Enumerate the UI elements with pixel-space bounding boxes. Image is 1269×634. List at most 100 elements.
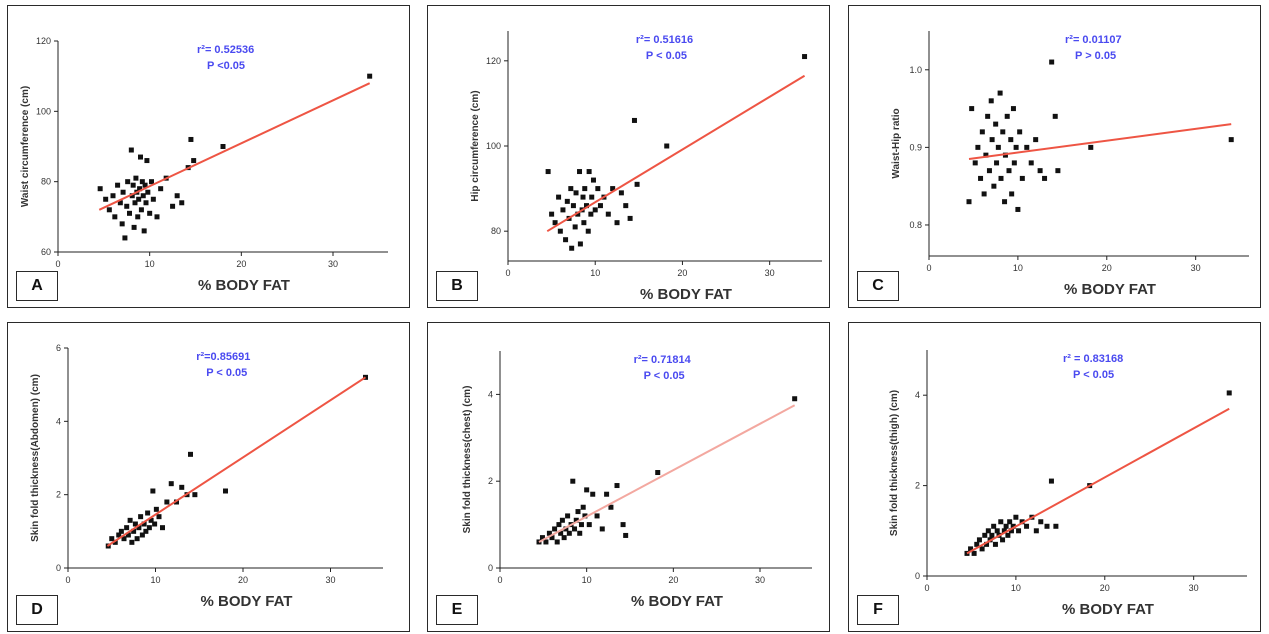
data-point	[556, 522, 562, 528]
scatter-plot-d: 0 10 20 30 0 2 4 6 Skin fold thickness(Abdomen) …	[30, 343, 383, 585]
panel-letter: E	[436, 595, 478, 625]
scatter-plot-c: 0 10 20 30 0.8 0.9 1.0 Waist-Hip ratio r²= 0.011…	[891, 31, 1249, 273]
data-point	[1017, 129, 1023, 135]
data-point	[972, 160, 978, 166]
data-point	[988, 98, 994, 104]
data-point	[145, 510, 151, 516]
data-point	[984, 541, 990, 547]
data-point	[136, 525, 142, 531]
panel-letter: D	[16, 595, 58, 625]
data-point	[586, 169, 592, 175]
data-point	[985, 528, 991, 534]
data-point	[1024, 523, 1030, 529]
data-point	[112, 214, 118, 220]
data-point	[563, 526, 569, 532]
data-point	[1010, 523, 1016, 529]
data-point	[561, 535, 567, 541]
data-point	[129, 193, 135, 199]
data-point	[982, 532, 988, 538]
data-point	[575, 211, 581, 217]
data-point	[563, 237, 569, 243]
scatter-plot-e: 0 10 20 30 0 2 4 Skin fold thickness(chest) (cm…	[462, 351, 812, 585]
y-tick-label: 6	[56, 343, 61, 353]
data-point	[1049, 59, 1055, 65]
panel-letter: F	[857, 595, 899, 625]
regression-line	[968, 123, 1232, 161]
data-point	[573, 190, 579, 196]
data-point	[564, 198, 570, 204]
y-axis-label: Skin fold thickness(thigh) (cm)	[889, 390, 900, 536]
data-point	[191, 158, 197, 164]
regression-line	[538, 404, 796, 543]
y-tick-label: 0	[915, 571, 920, 581]
data-point	[582, 186, 588, 192]
data-point	[634, 181, 640, 187]
data-point	[144, 158, 150, 164]
x-axis-label: % BODY FAT	[1064, 281, 1156, 298]
data-point	[991, 523, 997, 529]
data-point	[580, 504, 586, 510]
data-point	[1042, 175, 1048, 181]
data-point	[116, 532, 122, 538]
data-point	[969, 106, 975, 112]
data-point	[1006, 168, 1012, 174]
data-point	[592, 207, 598, 213]
r-squared-label: r²= 0.52536	[197, 44, 254, 56]
regression-line	[546, 74, 806, 233]
y-tick-label: 0	[56, 563, 61, 573]
data-point	[146, 525, 152, 531]
y-tick-label: 80	[41, 177, 51, 187]
data-point	[978, 175, 984, 181]
x-tick-label: 30	[1191, 263, 1201, 273]
p-value-label: P <0.05	[207, 60, 245, 72]
x-tick-label: 10	[145, 259, 155, 269]
data-point	[138, 207, 144, 213]
y-tick-label: 4	[915, 390, 920, 400]
data-point	[135, 214, 141, 220]
y-tick-label: 2	[915, 481, 920, 491]
data-point	[188, 136, 194, 142]
x-axis-label: % BODY FAT	[200, 593, 293, 610]
data-point	[998, 175, 1004, 181]
y-axis-label: Skin fold thickness(Abdomen) (cm)	[30, 374, 41, 542]
x-tick-label: 10	[1013, 263, 1023, 273]
data-point	[964, 550, 970, 556]
data-point	[989, 532, 995, 538]
data-point	[131, 528, 137, 534]
data-point	[994, 160, 1000, 166]
data-point	[582, 513, 588, 519]
data-point	[1037, 168, 1043, 174]
x-tick-label: 10	[590, 268, 600, 278]
data-point	[168, 481, 174, 487]
panel-letter: A	[16, 271, 58, 301]
p-value-label: P < 0.05	[1073, 369, 1114, 381]
data-point	[138, 514, 144, 520]
data-point	[585, 228, 591, 234]
data-point	[128, 147, 134, 153]
data-point	[103, 196, 109, 202]
panel-letter: B	[436, 271, 478, 301]
data-point	[983, 152, 989, 158]
y-tick-label: 100	[36, 106, 51, 116]
data-point	[1228, 137, 1234, 143]
scatter-plot-a: 0 10 20 30 60 80 100 120 Waist circumference (cm…	[20, 36, 388, 269]
y-tick-label: 4	[56, 416, 61, 426]
data-point	[129, 539, 135, 545]
data-point	[140, 193, 146, 199]
data-point	[148, 517, 154, 523]
data-point	[608, 504, 614, 510]
data-point	[109, 536, 115, 542]
data-point	[994, 528, 1000, 534]
x-axis-label: % BODY FAT	[198, 277, 290, 294]
data-point	[154, 214, 160, 220]
data-point	[1028, 160, 1034, 166]
data-point	[110, 193, 116, 199]
data-point	[1013, 514, 1019, 520]
y-axis-label: Skin fold thickness(chest) (cm)	[462, 386, 473, 534]
x-tick-label: 30	[328, 259, 338, 269]
data-point	[115, 182, 121, 188]
data-point	[584, 487, 590, 493]
data-point	[590, 491, 596, 497]
data-point	[156, 514, 162, 520]
regression-line	[966, 407, 1230, 555]
